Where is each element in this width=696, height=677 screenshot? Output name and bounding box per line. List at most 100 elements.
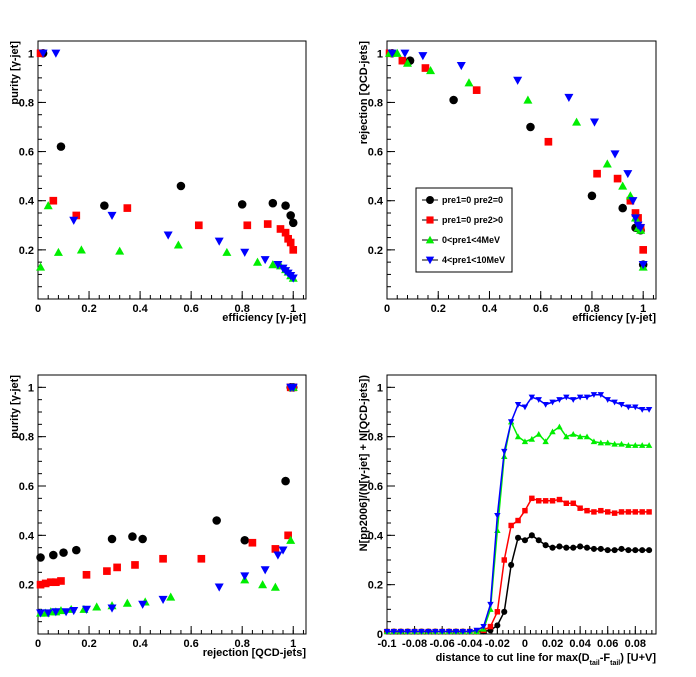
data-point xyxy=(631,214,641,223)
data-point xyxy=(529,495,535,502)
x-axis-label: efficiency [γ-jet] xyxy=(572,312,656,324)
x-tick-label: 0.8 xyxy=(584,303,599,315)
series-4-pre1-10mev xyxy=(36,383,298,618)
x-tick-label: 0.4 xyxy=(132,303,148,315)
plot-frame xyxy=(37,374,307,635)
data-point xyxy=(597,392,605,398)
x-tick-label: 0 xyxy=(35,638,41,650)
data-point xyxy=(639,547,646,554)
data-point xyxy=(564,93,574,103)
panel-data-fraction-vs-distance: -0.1 -0.08 -0.06 -0.04 -0.02 0 0.02 0.04 0.06 0.0… xyxy=(358,374,657,667)
data-point xyxy=(618,440,625,447)
y-tick-label: 0.2 xyxy=(19,245,34,257)
series-pre1-0-pre2-0 xyxy=(36,49,298,254)
data-point xyxy=(515,534,522,541)
x-axis-label: rejection [QCD-jets] xyxy=(203,647,307,659)
data-point xyxy=(288,383,298,392)
data-point xyxy=(590,118,600,127)
x-tick-label: 0.6 xyxy=(533,303,548,315)
x-axis-label-end: ) [U+V] xyxy=(620,652,656,664)
legend-entry: pre1=0 pre2=0 xyxy=(422,195,503,205)
y-axis-label: purity [γ-jet] xyxy=(9,375,21,439)
data-point xyxy=(480,624,487,630)
y-tick-label: 1 xyxy=(28,382,34,394)
data-point xyxy=(618,181,628,190)
data-point xyxy=(587,191,597,201)
data-point xyxy=(464,78,474,87)
data-point xyxy=(281,476,290,486)
data-point xyxy=(611,440,618,447)
data-point xyxy=(576,433,584,440)
data-point xyxy=(604,439,611,446)
y-tick-label: 0.6 xyxy=(368,147,383,159)
data-point xyxy=(103,567,111,575)
data-point xyxy=(613,174,622,183)
data-point xyxy=(618,402,625,408)
x-tick-label: 1 xyxy=(640,303,646,315)
x-tick-label: -0.08 xyxy=(402,638,427,650)
data-point xyxy=(263,220,272,228)
data-point xyxy=(535,397,542,403)
data-point xyxy=(163,231,173,240)
x-tick-label: 0.2 xyxy=(431,303,446,315)
data-point xyxy=(271,545,280,553)
data-point xyxy=(36,553,45,562)
data-point xyxy=(577,505,583,511)
data-point xyxy=(611,547,618,554)
data-point xyxy=(598,507,604,514)
data-point xyxy=(425,628,432,635)
data-point xyxy=(402,58,412,67)
data-point xyxy=(631,209,640,217)
data-point xyxy=(638,261,648,270)
x-tick-label: 0.6 xyxy=(183,303,198,315)
y-tick-label: 0.8 xyxy=(19,97,34,109)
x-axis-label: distance to cut line for max(Dtail-Ftail… xyxy=(436,652,657,667)
data-point xyxy=(542,402,549,408)
data-point xyxy=(115,246,125,255)
data-point xyxy=(107,604,117,613)
data-point xyxy=(542,438,549,445)
data-point xyxy=(459,628,467,635)
data-point xyxy=(51,608,61,617)
data-point xyxy=(618,509,625,515)
legend-label: 4<pre1<10MeV xyxy=(442,255,505,265)
x-tick-label: 0.8 xyxy=(235,638,250,650)
x-tick-label: 1 xyxy=(290,303,296,315)
data-point xyxy=(278,546,288,555)
y-tick-label: 0.2 xyxy=(368,580,383,592)
y-tick-label: 0.4 xyxy=(19,530,35,542)
series-4-pre1-10mev xyxy=(383,392,653,635)
data-point xyxy=(549,428,556,435)
x-tick-label: 0.02 xyxy=(542,638,563,650)
data-point xyxy=(281,228,290,237)
x-tick-label: 0.6 xyxy=(183,638,198,650)
data-point xyxy=(583,394,591,401)
data-point xyxy=(611,510,618,516)
data-point xyxy=(494,609,501,615)
data-point xyxy=(632,547,639,554)
data-point xyxy=(445,628,453,635)
y-tick-label: 0.4 xyxy=(368,196,384,208)
data-point xyxy=(604,547,611,554)
data-point xyxy=(542,498,549,504)
data-point xyxy=(36,262,46,271)
data-point xyxy=(284,531,292,540)
data-point xyxy=(535,431,542,437)
data-point xyxy=(570,500,576,506)
data-point xyxy=(288,274,298,283)
data-point xyxy=(584,507,590,514)
x-axis-label-main: distance to cut line for max(D xyxy=(436,652,590,664)
data-point xyxy=(590,392,598,398)
data-point xyxy=(487,601,494,608)
data-point xyxy=(618,545,625,552)
data-point xyxy=(56,606,66,615)
data-point xyxy=(563,433,570,440)
data-point xyxy=(243,221,252,230)
data-point xyxy=(52,578,60,587)
data-point xyxy=(583,433,591,440)
x-tick-label: 0.08 xyxy=(625,638,646,650)
data-point xyxy=(583,544,591,551)
x-axis-label: efficiency [γ-jet] xyxy=(222,312,306,324)
series-4-pre1-10mev xyxy=(387,49,648,270)
